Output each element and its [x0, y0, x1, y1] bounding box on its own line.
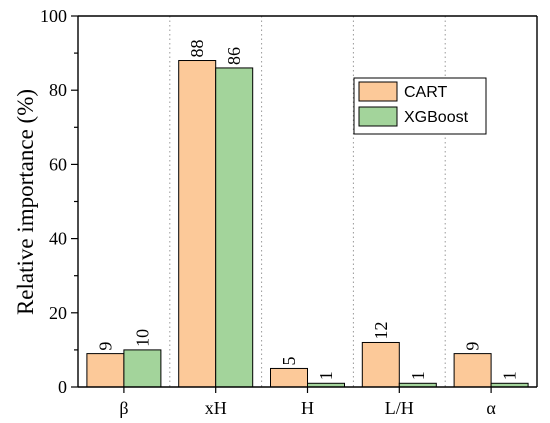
x-tick-label: xH — [205, 398, 227, 418]
bar-cart-1 — [178, 60, 217, 388]
x-tick-label: β — [119, 398, 128, 418]
legend-label: XGBoost — [404, 109, 469, 126]
data-label: 9 — [463, 342, 483, 351]
bar-cart-0 — [86, 353, 125, 388]
data-label: 1 — [316, 371, 336, 380]
bar-cart-3 — [361, 341, 400, 388]
y-tick-label: 20 — [49, 303, 67, 323]
y-tick-label: 80 — [49, 80, 67, 100]
legend: CART XGBoost — [353, 77, 487, 135]
y-tick-label: 40 — [49, 229, 67, 249]
bar-cart-2 — [270, 367, 308, 388]
data-label: 12 — [371, 321, 391, 339]
x-tick-label: L/H — [385, 398, 414, 418]
y-axis-label: Relative importance (%) — [13, 89, 38, 315]
legend-label: CART — [404, 84, 447, 101]
bar-xgboost-1 — [215, 67, 254, 388]
legend-swatch-xgboost — [358, 106, 398, 127]
data-label: 1 — [500, 371, 520, 380]
data-label: 88 — [187, 40, 207, 58]
data-label: 86 — [224, 47, 244, 65]
x-tick-label: α — [486, 398, 496, 418]
legend-swatch-cart — [358, 81, 398, 102]
data-label: 1 — [408, 371, 428, 380]
y-tick-label: 0 — [58, 377, 67, 397]
bar-xgboost-0 — [123, 349, 162, 388]
data-label: 5 — [279, 356, 299, 365]
y-tick-label: 100 — [40, 6, 67, 26]
data-label: 10 — [132, 329, 152, 347]
bar-cart-4 — [453, 353, 492, 388]
y-tick-label: 60 — [49, 154, 67, 174]
x-tick-label: H — [301, 398, 314, 418]
data-label: 9 — [95, 342, 115, 351]
